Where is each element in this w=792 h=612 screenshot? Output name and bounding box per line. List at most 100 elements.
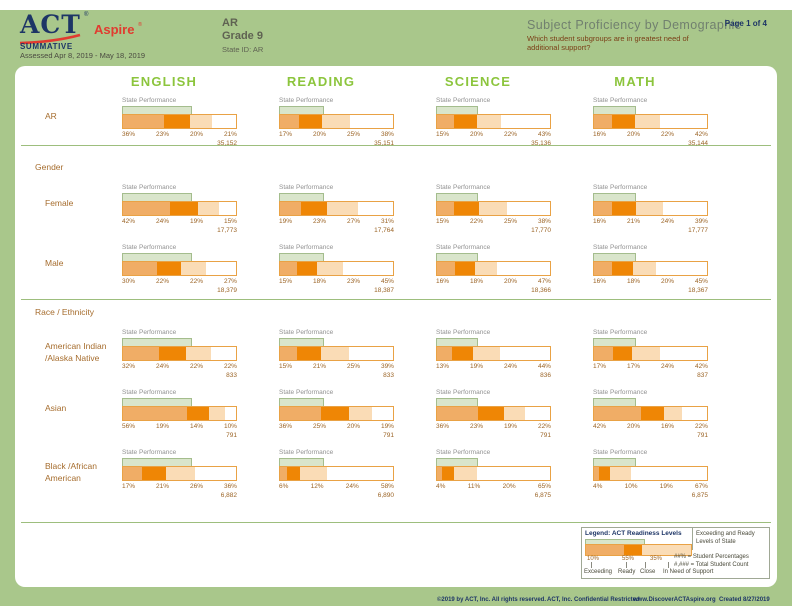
- state-performance-label: State Performance: [593, 97, 648, 104]
- legend-level-exceeding: Exceeding: [584, 569, 613, 575]
- percent-label: 36%: [279, 423, 293, 430]
- bar-segment-close: [453, 202, 479, 215]
- percent-label: 21%: [155, 483, 169, 490]
- student-count: 17,773: [217, 227, 237, 234]
- bar-segment-exceeding: [662, 202, 707, 215]
- performance-cell: State Performance 15% 18% 23% 45% 18,387: [279, 244, 394, 295]
- subject-header-english: ENGLISH: [130, 74, 198, 89]
- bar-segment-in-need-of-support: [594, 467, 599, 480]
- percent-labels: 4% 10% 19% 67%: [593, 483, 708, 491]
- section-separator: [21, 299, 771, 300]
- percent-labels: 16% 18% 20% 47%: [436, 278, 551, 286]
- demographic-row: Female State Performance 42% 24% 19% 15% 17,77…: [15, 184, 777, 236]
- performance-cell: State Performance 6% 12% 24% 58% 6,890: [279, 449, 394, 500]
- percent-label: 42%: [593, 423, 607, 430]
- footer-confidential: ACT, Inc. Confidential Restricted: [547, 597, 640, 603]
- student-count: 791: [226, 432, 237, 439]
- legend-level-in-need-of-support: In Need of Support: [663, 569, 714, 575]
- student-count: 6,882: [220, 492, 237, 499]
- state-performance-label: State Performance: [436, 97, 491, 104]
- state-performance-label: State Performance: [122, 244, 177, 251]
- bar-segment-exceeding: [659, 347, 707, 360]
- percent-labels: 32% 24% 22% 22%: [122, 363, 237, 371]
- bar-segment-in-need-of-support: [280, 407, 321, 420]
- performance-cell: State Performance 56% 19% 14% 10% 791: [122, 389, 237, 440]
- bar-segment-exceeding: [497, 262, 550, 275]
- percent-label: 17%: [626, 363, 640, 370]
- state-reference-band: [279, 253, 324, 261]
- percent-labels: 15% 22% 25% 38%: [436, 218, 551, 226]
- performance-cell: State Performance 16% 18% 20% 45% 18,367: [593, 244, 708, 295]
- percent-label: 15%: [436, 218, 450, 225]
- state-performance-label: State Performance: [436, 389, 491, 396]
- stacked-bar: [436, 114, 551, 129]
- legend-leader-line: [626, 562, 627, 568]
- demographic-row: Asian State Performance 56% 19% 14% 10% 791 Sta…: [15, 389, 777, 441]
- percent-label: 17%: [593, 363, 607, 370]
- percent-label: 24%: [345, 483, 359, 490]
- bar-segment-close: [598, 467, 610, 480]
- grade-label: Grade 9: [222, 30, 263, 42]
- state-performance-label: State Performance: [593, 244, 648, 251]
- percent-label: 16%: [593, 278, 607, 285]
- percent-label: 47%: [537, 278, 551, 285]
- bar-segment-close: [612, 202, 636, 215]
- row-label: Black /African American: [45, 461, 97, 483]
- percent-label: 36%: [223, 483, 237, 490]
- bar-segment-close: [296, 347, 321, 360]
- percent-label: 22%: [503, 131, 517, 138]
- stacked-bar: [122, 261, 237, 276]
- percent-label: 36%: [436, 423, 450, 430]
- percent-label: 32%: [122, 363, 136, 370]
- percent-label: 18%: [312, 278, 326, 285]
- percent-labels: 56% 19% 14% 10%: [122, 423, 237, 431]
- state-reference-band: [593, 193, 637, 201]
- bar-segment-in-need-of-support: [594, 347, 614, 360]
- state-performance-label: State Performance: [436, 449, 491, 456]
- state-performance-label: State Performance: [593, 449, 648, 456]
- stacked-bar: [122, 466, 237, 481]
- bar-segment-ready: [634, 115, 660, 128]
- performance-cell: State Performance 15% 20% 22% 43% 35,136: [436, 97, 551, 148]
- student-count: 35,144: [688, 140, 708, 147]
- percent-labels: 6% 12% 24% 58%: [279, 483, 394, 491]
- report-title: Subject Proficiency by Demographic: [527, 18, 742, 32]
- legend-sample-bar: [585, 544, 692, 556]
- percent-label: 22%: [155, 278, 169, 285]
- stacked-bar: [436, 406, 551, 421]
- bar-segment-close: [170, 202, 198, 215]
- bar-segment-ready: [478, 202, 508, 215]
- state-reference-band: [279, 193, 324, 201]
- legend-level-ready: Ready: [618, 569, 636, 575]
- percent-labels: 15% 21% 25% 39%: [279, 363, 394, 371]
- state-reference-band: [122, 253, 192, 261]
- bar-segment-ready: [321, 115, 351, 128]
- performance-cell: State Performance 15% 21% 25% 39% 833: [279, 329, 394, 380]
- performance-cell: State Performance 13% 19% 24% 44% 836: [436, 329, 551, 380]
- state-reference-band: [436, 253, 479, 261]
- bar-segment-close: [441, 467, 454, 480]
- legend-level-close: Close: [640, 569, 656, 575]
- stacked-bar: [593, 466, 708, 481]
- percent-label: 15%: [223, 218, 237, 225]
- bar-segment-close: [612, 115, 635, 128]
- student-count: 35,136: [531, 140, 551, 147]
- state-reference-band: [436, 106, 479, 114]
- percent-label: 19%: [469, 363, 483, 370]
- state-reference-band: [279, 106, 324, 114]
- stacked-bar: [593, 261, 708, 276]
- stacked-bar: [279, 466, 394, 481]
- state-reference-band: [279, 338, 324, 346]
- percent-label: 20%: [469, 131, 483, 138]
- state-performance-label: State Performance: [122, 449, 177, 456]
- percent-labels: 30% 22% 22% 27%: [122, 278, 237, 286]
- section-label-gender: Gender: [35, 162, 64, 172]
- state-reference-band: [122, 458, 192, 466]
- percent-label: 27%: [346, 218, 360, 225]
- legend-sample-pct: 10%: [587, 556, 600, 562]
- state-performance-label: State Performance: [279, 389, 334, 396]
- state-performance-label: State Performance: [279, 184, 334, 191]
- registered-mark-icon: ®: [84, 12, 89, 18]
- percent-labels: 17% 17% 24% 42%: [593, 363, 708, 371]
- student-count: 791: [697, 432, 708, 439]
